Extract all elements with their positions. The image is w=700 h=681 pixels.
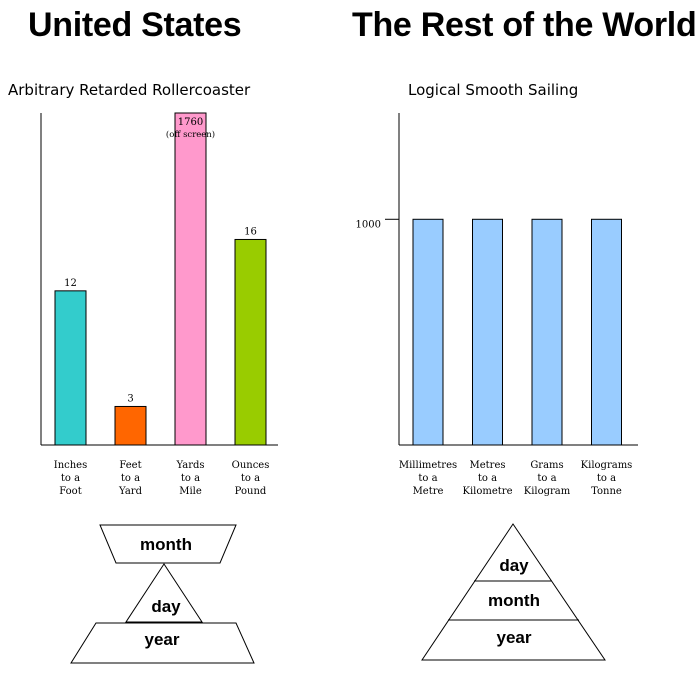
us-category-label-4: Pound: [235, 486, 267, 497]
world-category-label-3: Kilogram: [524, 486, 571, 497]
us-month-label: month: [140, 535, 192, 554]
world-category-label-2: Metres: [469, 460, 505, 471]
world-category-label-4: to a: [597, 473, 616, 484]
us-category-label-3: Yards: [175, 460, 204, 471]
us-category-label-3: to a: [181, 473, 200, 484]
us-category-label-4: Ounces: [232, 460, 270, 471]
us-date-diagram: month day year: [70, 524, 255, 664]
us-bar-4: [234, 238, 267, 446]
us-day-shape: [125, 563, 203, 623]
us-bar-chart: 12 Inches to a Foot 3 Feet to a Yard 1760(off sc…: [40, 112, 278, 497]
world-date-pyramid: day month year: [421, 523, 606, 661]
us-heading: United States: [28, 6, 242, 44]
us-bar-2: [114, 405, 147, 446]
world-bar-2: [472, 218, 503, 446]
world-heading: The Rest of the World: [352, 6, 697, 44]
world-bar-1: [412, 218, 444, 446]
world-month-label: month: [488, 591, 540, 610]
world-category-label-4: Tonne: [591, 486, 622, 497]
world-category-label-2: to a: [478, 473, 497, 484]
us-category-label-3: Mile: [179, 486, 202, 497]
us-chart-title: Arbitrary Retarded Rollercoaster: [8, 81, 251, 99]
us-value-label-4: 16: [244, 226, 257, 237]
us-year-shape: [70, 622, 255, 664]
world-bar-chart: Millimetres to a Metre Metres to a Kilometre G…: [356, 113, 638, 497]
world-y-tick-label: 1000: [356, 219, 381, 230]
us-value-label-1: 12: [64, 278, 77, 289]
world-category-label-3: Grams: [530, 460, 563, 471]
us-month-shape: [99, 524, 237, 564]
us-offscreen-note: (off screen): [166, 129, 215, 140]
us-bar-1: [54, 290, 87, 446]
us-category-label-1: to a: [61, 473, 80, 484]
us-bar-3: [174, 112, 207, 446]
world-bar-4: [591, 218, 622, 446]
world-category-label-2: Kilometre: [462, 486, 512, 497]
us-year-label: year: [145, 630, 180, 649]
world-chart-title: Logical Smooth Sailing: [408, 81, 579, 99]
world-day-label: day: [499, 556, 529, 575]
world-bar-3: [531, 218, 563, 446]
world-year-label: year: [497, 628, 532, 647]
world-category-label-1: Millimetres: [399, 460, 457, 471]
world-category-label-1: Metre: [413, 486, 444, 497]
us-category-label-2: Feet: [119, 460, 141, 471]
us-category-label-4: to a: [241, 473, 260, 484]
world-category-label-1: to a: [418, 473, 437, 484]
us-value-label-3: 1760: [178, 117, 203, 128]
world-pyramid-outline: [421, 523, 606, 661]
us-day-label: day: [151, 597, 181, 616]
us-category-label-2: to a: [121, 473, 140, 484]
us-category-label-2: Yard: [118, 486, 143, 497]
world-category-label-4: Kilograms: [581, 460, 633, 471]
us-category-label-1: Inches: [54, 460, 87, 471]
us-value-label-2: 3: [127, 393, 133, 404]
world-category-label-3: to a: [537, 473, 556, 484]
us-category-label-1: Foot: [59, 486, 81, 497]
